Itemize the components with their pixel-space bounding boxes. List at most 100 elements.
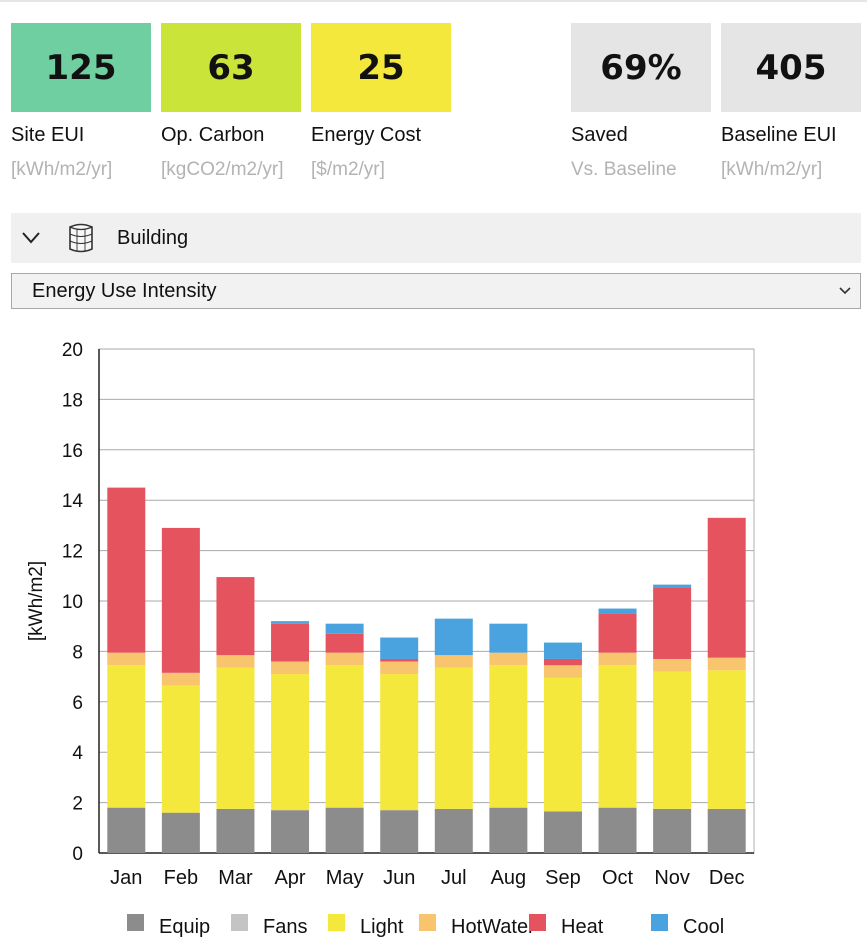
metric-label: Site EUI bbox=[11, 124, 85, 146]
bar-equip-may bbox=[325, 807, 364, 853]
metric-value: 69% bbox=[571, 23, 711, 112]
y-tick-label: 4 bbox=[72, 743, 83, 764]
bar-hotwater-mar bbox=[216, 655, 255, 668]
bar-hotwater-dec bbox=[707, 657, 746, 671]
legend-label-light: Light bbox=[360, 916, 404, 938]
metric-unit: Vs. Baseline bbox=[571, 159, 677, 180]
x-tick-label: Nov bbox=[654, 867, 690, 889]
bar-equip-aug bbox=[489, 807, 528, 853]
bar-hotwater-jun bbox=[380, 661, 419, 675]
metric-label: Saved bbox=[571, 124, 628, 146]
metric-unit: [$/m2/yr] bbox=[311, 159, 385, 180]
metric-unit: [kWh/m2/yr] bbox=[721, 159, 823, 180]
bar-heat-nov bbox=[653, 587, 692, 659]
x-tick-label: Jun bbox=[383, 867, 415, 889]
building-icon bbox=[61, 213, 101, 263]
metric-baseline-eui[interactable]: 405 Baseline EUI [kWh/m2/yr] bbox=[721, 23, 861, 181]
bar-heat-mar bbox=[216, 577, 255, 656]
bar-heat-oct bbox=[598, 613, 637, 653]
metric-saved[interactable]: 69% Saved Vs. Baseline bbox=[571, 23, 711, 181]
bar-light-mar bbox=[216, 667, 255, 809]
bar-cool-apr bbox=[271, 621, 310, 624]
bar-light-jul bbox=[434, 667, 473, 809]
x-tick-label: Sep bbox=[545, 867, 581, 889]
y-axis-label: [kWh/m2] bbox=[26, 561, 47, 641]
x-tick-label: Oct bbox=[602, 867, 634, 889]
metric-energy-cost[interactable]: 25 Energy Cost [$/m2/yr] bbox=[311, 23, 451, 181]
bar-light-oct bbox=[598, 665, 637, 808]
bar-equip-apr bbox=[271, 810, 310, 853]
bar-cool-jul bbox=[434, 618, 473, 656]
legend-label-heat: Heat bbox=[561, 916, 604, 938]
legend-label-equip: Equip bbox=[159, 916, 210, 938]
legend-label-fans: Fans bbox=[263, 916, 307, 938]
bar-cool-oct bbox=[598, 608, 637, 614]
metric-value: 63 bbox=[161, 23, 301, 112]
bar-hotwater-jul bbox=[434, 655, 473, 668]
metric-value: 25 bbox=[311, 23, 451, 112]
bar-light-jan bbox=[107, 665, 146, 808]
y-tick-label: 18 bbox=[62, 390, 83, 411]
x-tick-label: Feb bbox=[164, 867, 198, 889]
building-section-header[interactable]: Building bbox=[11, 213, 861, 263]
bar-heat-feb bbox=[161, 527, 200, 673]
bar-equip-feb bbox=[161, 812, 200, 853]
y-tick-label: 20 bbox=[62, 340, 83, 361]
building-label: Building bbox=[117, 226, 189, 249]
bar-light-sep bbox=[543, 677, 582, 812]
bar-light-jun bbox=[380, 674, 419, 811]
bar-cool-may bbox=[325, 623, 364, 634]
bar-cool-sep bbox=[543, 642, 582, 659]
metric-label: Op. Carbon bbox=[161, 124, 265, 146]
metric-unit: [kWh/m2/yr] bbox=[11, 159, 113, 180]
x-tick-label: Mar bbox=[218, 867, 253, 889]
dropdown-selected-value: Energy Use Intensity bbox=[32, 279, 217, 302]
bar-cool-jun bbox=[380, 637, 419, 659]
bar-light-aug bbox=[489, 665, 528, 808]
bar-heat-jan bbox=[107, 487, 146, 653]
bar-light-may bbox=[325, 665, 364, 808]
top-divider bbox=[0, 0, 867, 2]
bar-equip-sep bbox=[543, 811, 582, 853]
metric-type-dropdown[interactable]: Energy Use Intensity bbox=[11, 273, 861, 309]
legend-swatch-cool bbox=[651, 914, 668, 931]
legend-swatch-equip bbox=[127, 914, 144, 931]
x-tick-label: May bbox=[326, 867, 364, 889]
legend-swatch-fans bbox=[231, 914, 248, 931]
metric-unit: [kgCO2/m2/yr] bbox=[161, 159, 284, 180]
legend-swatch-light bbox=[328, 914, 345, 931]
y-tick-label: 6 bbox=[72, 693, 83, 714]
metric-label: Energy Cost bbox=[311, 124, 422, 146]
legend-label-cool: Cool bbox=[683, 916, 724, 938]
chevron-down-icon[interactable] bbox=[11, 213, 51, 263]
metric-value: 125 bbox=[11, 23, 151, 112]
bar-light-dec bbox=[707, 670, 746, 809]
y-tick-label: 2 bbox=[72, 794, 83, 815]
y-tick-label: 12 bbox=[62, 542, 83, 563]
bar-hotwater-oct bbox=[598, 652, 637, 666]
bar-hotwater-aug bbox=[489, 652, 528, 666]
bar-light-nov bbox=[653, 671, 692, 809]
bar-heat-sep bbox=[543, 658, 582, 666]
bar-cool-aug bbox=[489, 623, 528, 653]
metric-value: 405 bbox=[721, 23, 861, 112]
legend-swatch-heat bbox=[529, 914, 546, 931]
bar-equip-mar bbox=[216, 808, 255, 853]
bar-light-feb bbox=[161, 685, 200, 813]
y-tick-label: 14 bbox=[62, 491, 84, 512]
bar-equip-dec bbox=[707, 808, 746, 853]
legend-swatch-hotwater bbox=[419, 914, 436, 931]
bar-hotwater-nov bbox=[653, 658, 692, 672]
bar-heat-apr bbox=[271, 623, 310, 662]
metric-op-carbon[interactable]: 63 Op. Carbon [kgCO2/m2/yr] bbox=[161, 23, 301, 181]
dropdown-arrow-icon[interactable] bbox=[830, 274, 860, 308]
bar-hotwater-apr bbox=[271, 661, 310, 675]
bar-hotwater-jan bbox=[107, 652, 146, 666]
x-tick-label: Dec bbox=[709, 867, 745, 889]
bar-hotwater-feb bbox=[161, 672, 200, 686]
y-tick-label: 0 bbox=[72, 844, 83, 865]
legend-label-hotwater: HotWater bbox=[451, 916, 535, 938]
metric-site-eui[interactable]: 125 Site EUI [kWh/m2/yr] bbox=[11, 23, 151, 181]
bar-equip-jun bbox=[380, 810, 419, 853]
bar-cool-nov bbox=[653, 584, 692, 588]
